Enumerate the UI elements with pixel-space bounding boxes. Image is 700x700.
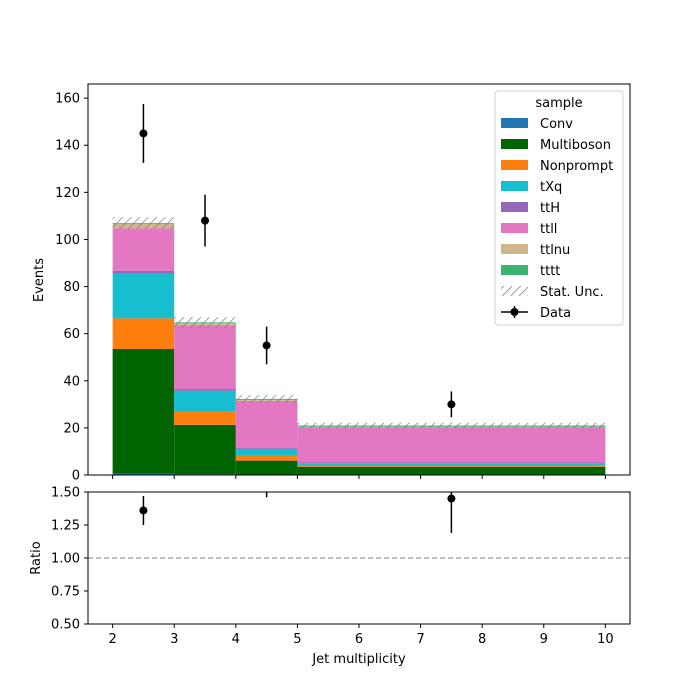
- bar-txq-bin-2: [174, 390, 236, 412]
- bar-ttll-bin-4: [297, 427, 606, 463]
- xtick-label-2: 4: [232, 632, 240, 647]
- bar-nonprompt-bin-2: [174, 411, 236, 425]
- ratio-ytick-label-2: 1.00: [51, 552, 80, 567]
- legend: sample Conv Multiboson Nonprompt tXq ttH ttll t…: [494, 90, 624, 326]
- data-point-1: [139, 129, 148, 138]
- bar-multiboson-bin-2: [174, 424, 236, 475]
- bar-multiboson-bin-1: [112, 348, 175, 474]
- bar-txq-bin-3: [235, 448, 298, 456]
- main-ytick-label-1: 20: [63, 421, 80, 436]
- main-ytick-label-3: 60: [63, 327, 80, 342]
- legend-label-ttlnu: ttlnu: [540, 243, 570, 258]
- stat-unc-band-bin-3: [235, 394, 298, 403]
- xtick-label-5: 7: [416, 632, 424, 647]
- legend-swatch-tttt: [501, 265, 528, 275]
- ratio-ytick-label-4: 1.50: [51, 486, 80, 501]
- legend-label-tttt: tttt: [540, 264, 560, 279]
- legend-label-nonprompt: Nonprompt: [540, 159, 613, 174]
- bar-tth-bin-2: [174, 389, 236, 391]
- ratio-point-1: [139, 506, 148, 515]
- xtick-label-3: 5: [293, 632, 301, 647]
- legend-swatch-multiboson: [501, 139, 528, 149]
- main-ytick-label-8: 160: [55, 92, 80, 107]
- legend-swatch-tth: [501, 202, 528, 212]
- xtick-label-6: 8: [478, 632, 486, 647]
- legend-title: sample: [535, 96, 582, 111]
- data-point-4: [447, 400, 456, 409]
- ratio-ytick-label-3: 1.25: [51, 519, 80, 534]
- bar-nonprompt-bin-1: [112, 318, 175, 349]
- ratio-panel: 0.50 0.75 1.00 1.25 1.50 2 3 4 5 6 7 8 9 10 Ratio Je…: [29, 486, 631, 667]
- legend-swatch-ttlnu: [501, 244, 528, 254]
- bar-multiboson-bin-3: [235, 460, 298, 475]
- bar-ttll-bin-3: [235, 400, 298, 448]
- main-ytick-label-0: 0: [72, 469, 80, 484]
- legend-swatch-ttll: [501, 223, 528, 233]
- legend-label-ttll: ttll: [540, 222, 557, 237]
- xtick-label-8: 10: [597, 632, 614, 647]
- legend-label-multiboson: Multiboson: [540, 138, 611, 153]
- bar-nonprompt-bin-4: [297, 465, 606, 467]
- data-point-3: [262, 341, 271, 350]
- legend-label-txq: tXq: [540, 180, 562, 195]
- legend-label-conv: Conv: [540, 117, 573, 132]
- bar-tth-bin-4: [297, 462, 606, 464]
- bar-ttll-bin-2: [174, 325, 236, 390]
- ratio-point-3: [447, 494, 456, 503]
- data-point-2: [201, 216, 210, 225]
- legend-swatch-nonprompt: [501, 160, 528, 170]
- bar-tth-bin-3: [235, 447, 298, 449]
- legend-data-marker: [510, 308, 519, 316]
- main-y-axis-label: Events: [32, 258, 47, 302]
- bar-tth-bin-1: [112, 270, 175, 274]
- x-axis-label: Jet multiplicity: [311, 652, 406, 667]
- legend-label-data: Data: [540, 306, 571, 321]
- main-panel: 0 20 40 60 80 100 120 140 160 Events: [32, 83, 631, 484]
- ratio-ytick-label-1: 0.75: [51, 585, 80, 600]
- legend-label-stat-unc: Stat. Unc.: [540, 285, 604, 300]
- main-ytick-label-2: 40: [63, 374, 80, 389]
- legend-swatch-conv: [501, 118, 528, 128]
- stat-unc-band-bin-2: [174, 317, 236, 328]
- main-ytick-label-4: 80: [63, 280, 80, 295]
- legend-swatch-stat-unc: [501, 286, 528, 296]
- bar-conv-bin-1: [112, 473, 175, 475]
- ratio-y-axis-label: Ratio: [29, 541, 44, 574]
- bar-txq-bin-4: [297, 463, 606, 466]
- xtick-label-4: 6: [355, 632, 363, 647]
- main-ytick-label-6: 120: [55, 186, 80, 201]
- xtick-label-0: 2: [108, 632, 116, 647]
- stat-unc-band-bin-1: [112, 217, 175, 229]
- bar-nonprompt-bin-3: [235, 455, 298, 461]
- stat-unc-band-bin-4: [297, 422, 606, 429]
- legend-label-tth: ttH: [540, 201, 560, 216]
- main-ytick-label-5: 100: [55, 233, 80, 248]
- xtick-label-7: 9: [540, 632, 548, 647]
- ratio-ytick-label-0: 0.50: [51, 618, 80, 633]
- bar-txq-bin-1: [112, 273, 175, 319]
- xtick-label-1: 3: [170, 632, 178, 647]
- bar-ttll-bin-1: [112, 228, 175, 271]
- bar-multiboson-bin-4: [297, 466, 606, 475]
- legend-swatch-txq: [501, 181, 528, 191]
- main-ytick-label-7: 140: [55, 139, 80, 154]
